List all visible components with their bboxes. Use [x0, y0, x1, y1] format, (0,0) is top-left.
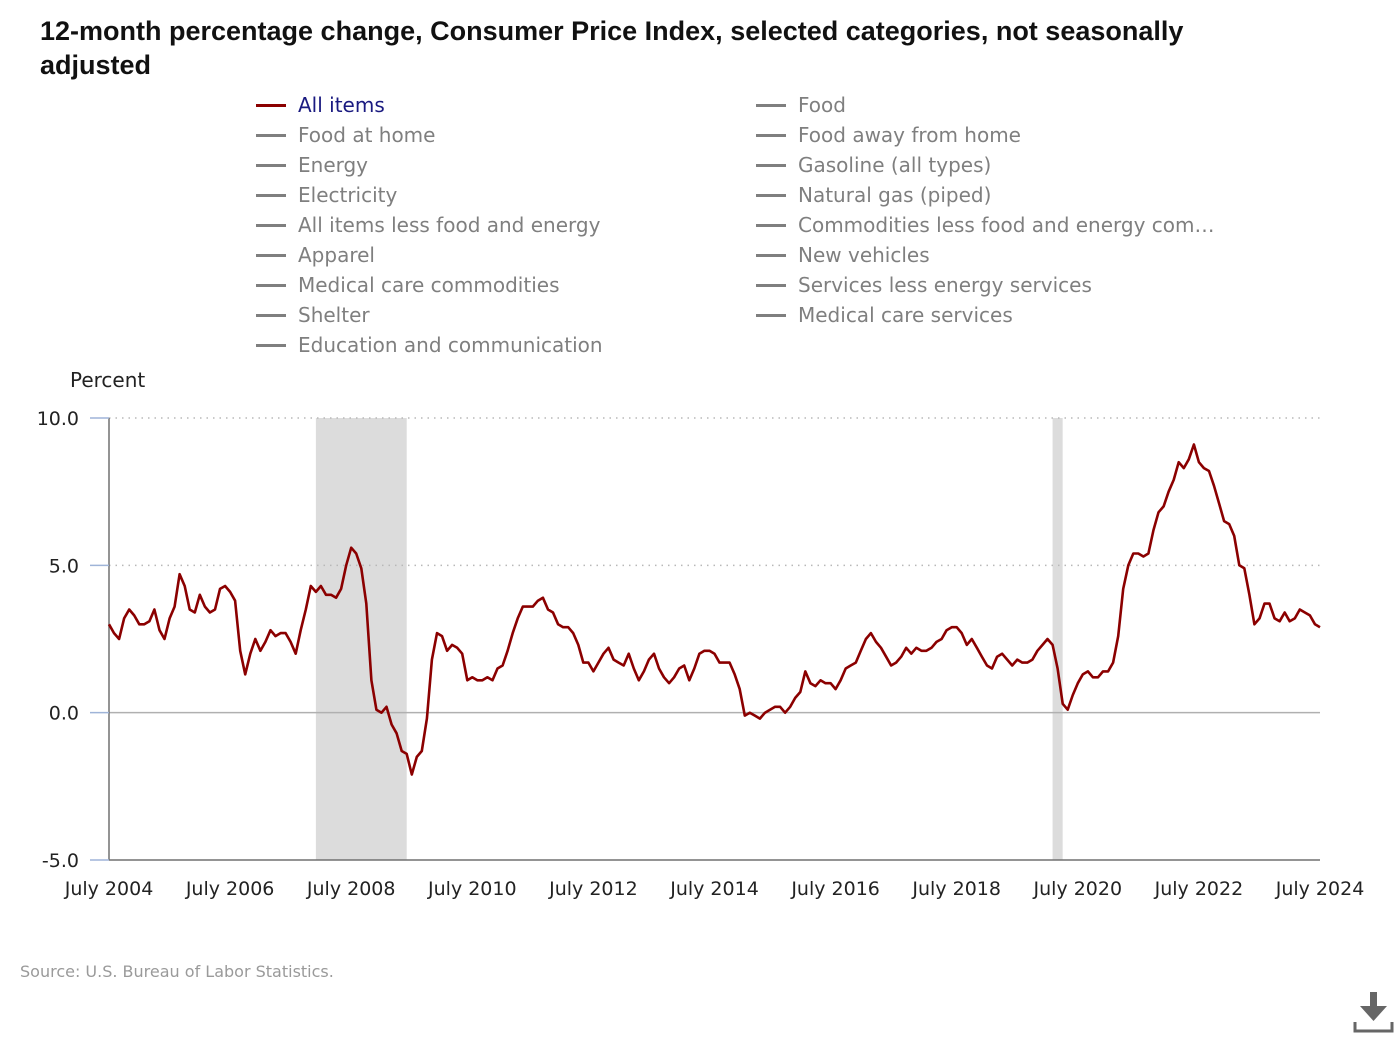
x-tick-label: July 2006	[185, 878, 275, 900]
legend-swatch	[756, 223, 786, 227]
source-note: Source: U.S. Bureau of Labor Statistics.	[20, 962, 334, 981]
legend-swatch	[256, 253, 286, 257]
legend-label: Natural gas (piped)	[798, 183, 992, 207]
legend-item[interactable]: Food at home	[256, 120, 435, 150]
legend-swatch	[756, 193, 786, 197]
legend-label: Food	[798, 93, 846, 117]
legend-label: New vehicles	[798, 243, 930, 267]
x-tick-label: July 2022	[1154, 878, 1244, 900]
x-tick-label: July 2014	[669, 878, 759, 900]
series-lines	[107, 443, 1321, 776]
x-tick-label: July 2008	[306, 878, 396, 900]
y-axis-label: Percent	[70, 368, 145, 392]
legend-swatch	[256, 163, 286, 167]
legend-item[interactable]: New vehicles	[756, 240, 930, 270]
legend-swatch	[256, 193, 286, 197]
legend-label: Education and communication	[298, 333, 603, 357]
legend-label: Services less energy services	[798, 273, 1092, 297]
legend-label: Shelter	[298, 303, 370, 327]
legend-item[interactable]: Apparel	[256, 240, 375, 270]
legend-item[interactable]: Gasoline (all types)	[756, 150, 991, 180]
legend-swatch	[256, 313, 286, 317]
y-tick-label: 0.0	[49, 703, 79, 725]
recession-band	[315, 418, 407, 860]
legend-item[interactable]: All items	[256, 90, 385, 120]
y-tick-label: -5.0	[42, 850, 79, 872]
legend-item[interactable]: Food	[756, 90, 846, 120]
legend-swatch	[756, 253, 786, 257]
y-tick-label: 10.0	[37, 408, 79, 430]
y-axis-ticks: 10.0 5.0 0.0 -5.0	[37, 408, 109, 872]
recession-bands	[315, 418, 1063, 860]
gridlines	[109, 417, 1320, 714]
legend-item[interactable]: Food away from home	[756, 120, 1021, 150]
x-axis-ticks: July 2004 July 2006 July 2008 July 2010 July…	[64, 878, 1365, 900]
legend-swatch	[756, 283, 786, 287]
legend-label: Commodities less food and energy com…	[798, 213, 1215, 237]
x-tick-label: July 2018	[911, 878, 1001, 900]
legend-swatch	[756, 163, 786, 167]
x-tick-label: July 2012	[548, 878, 638, 900]
legend-swatch	[256, 103, 286, 107]
chart-plot: 10.05.00.0-5.0 July 2004 July 2006 July 20…	[37, 368, 1365, 900]
legend-swatch	[756, 313, 786, 317]
download-button[interactable]	[1352, 990, 1394, 1034]
legend-item[interactable]: Energy	[256, 150, 368, 180]
x-tick-label: July 2020	[1033, 878, 1123, 900]
legend-label: Food away from home	[798, 123, 1021, 147]
legend-label: All items less food and energy	[298, 213, 601, 237]
legend-swatch	[756, 103, 786, 107]
series-line-all-items	[107, 443, 1321, 776]
x-tick-label: July 2016	[790, 878, 880, 900]
legend-swatch	[256, 283, 286, 287]
legend-label: Food at home	[298, 123, 436, 147]
legend-item[interactable]: Electricity	[256, 180, 397, 210]
legend-label: All items	[298, 93, 385, 117]
download-icon	[1353, 992, 1394, 1033]
legend-swatch	[256, 223, 286, 227]
legend-item[interactable]: Natural gas (piped)	[756, 180, 991, 210]
legend-label: Apparel	[298, 243, 375, 267]
legend-label: Energy	[298, 153, 369, 177]
legend-swatch	[256, 343, 286, 347]
y-tick-label: 5.0	[49, 555, 79, 577]
legend-item[interactable]: Shelter	[256, 300, 370, 330]
legend-label: Medical care services	[798, 303, 1013, 327]
legend-label: Electricity	[298, 183, 398, 207]
x-tick-label: July 2010	[427, 878, 517, 900]
recession-band	[1052, 418, 1063, 860]
legend-item[interactable]: Commodities less food and energy com…	[756, 210, 1215, 240]
legend-label: Gasoline (all types)	[798, 153, 992, 177]
legend-item[interactable]: Medical care services	[756, 300, 1013, 330]
legend-item[interactable]: Services less energy services	[756, 270, 1092, 300]
axes	[108, 418, 1320, 861]
legend-swatch	[756, 133, 786, 137]
legend-item[interactable]: All items less food and energy	[256, 210, 600, 240]
x-tick-label: July 2004	[64, 878, 154, 900]
legend-item[interactable]: Medical care commodities	[256, 270, 559, 300]
legend-item[interactable]: Education and communication	[256, 330, 603, 360]
legend-swatch	[256, 133, 286, 137]
legend-label: Medical care commodities	[298, 273, 560, 297]
x-tick-label: July 2024	[1275, 878, 1365, 900]
chart-title: 12-month percentage change, Consumer Pri…	[40, 16, 1184, 80]
